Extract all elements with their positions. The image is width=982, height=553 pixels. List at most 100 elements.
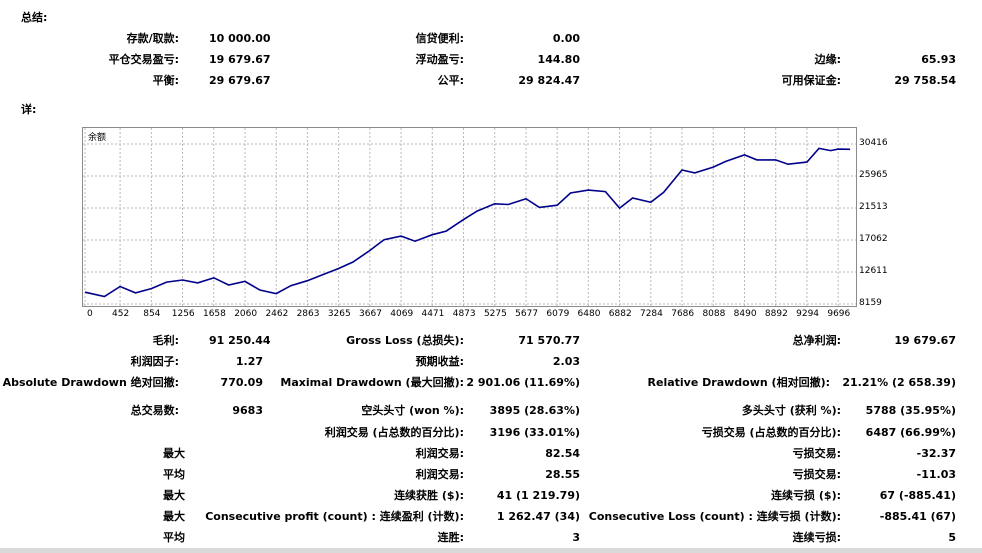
free-margin-label: 可用保证金: bbox=[781, 74, 841, 87]
credit-value: 0.00 bbox=[552, 32, 580, 45]
largest-profit-value: 82.54 bbox=[545, 447, 580, 460]
balance-chart-plot bbox=[83, 128, 856, 306]
avg-loss-label: 亏损交易: bbox=[792, 468, 841, 481]
long-positions-label: 多头头寸 (获利 %): bbox=[741, 404, 841, 417]
x-tick-label: 8892 bbox=[764, 309, 788, 319]
x-tick-label: 4873 bbox=[452, 309, 476, 319]
max-consecutive-losses-value: 67 (-885.41) bbox=[879, 489, 956, 502]
largest-loss-value: -32.37 bbox=[916, 447, 956, 460]
absolute-drawdown-value: 770.09 bbox=[220, 376, 263, 389]
x-tick-label: 854 bbox=[143, 309, 161, 319]
expected-payoff-value: 2.03 bbox=[552, 355, 580, 368]
x-tick-label: 7686 bbox=[671, 309, 695, 319]
largest-profit-label: 利润交易: bbox=[415, 447, 464, 460]
x-tick-label: 6480 bbox=[577, 309, 601, 319]
x-tick-label: 5677 bbox=[515, 309, 539, 319]
x-tick-label: 3667 bbox=[359, 309, 382, 319]
max-consecutive-profit-value: 1 262.47 (34) bbox=[496, 510, 580, 523]
equity-value: 29 824.47 bbox=[518, 74, 580, 87]
total-trades-value: 9683 bbox=[232, 404, 263, 417]
balance-label: 平衡: bbox=[152, 74, 179, 87]
max-consecutive-wins-value: 41 (1 219.79) bbox=[496, 489, 580, 502]
total-trades-label: 总交易数: bbox=[130, 404, 179, 417]
deposit-value: 10 000.00 bbox=[209, 32, 271, 45]
long-positions-value: 5788 (35.95%) bbox=[865, 404, 956, 417]
x-tick-label: 1658 bbox=[202, 309, 226, 319]
max-consecutive-loss-label: Consecutive Loss (count) : 连续亏损 (计数): bbox=[588, 510, 841, 523]
x-tick-label: 2863 bbox=[296, 309, 320, 319]
x-tick-label: 4471 bbox=[421, 309, 445, 319]
gross-profit-value: 91 250.44 bbox=[209, 334, 271, 347]
x-tick-label: 9294 bbox=[796, 309, 820, 319]
margin-value: 65.93 bbox=[921, 53, 956, 66]
maximal-drawdown-value: 2 901.06 (11.69%) bbox=[466, 376, 580, 389]
x-tick-label: 9696 bbox=[827, 309, 851, 319]
largest-loss-label: 亏损交易: bbox=[792, 447, 841, 460]
x-tick-label: 4069 bbox=[390, 309, 414, 319]
short-positions-value: 3895 (28.63%) bbox=[489, 404, 580, 417]
max-consecutive-losses-label: 连续亏损 ($): bbox=[771, 489, 841, 502]
chart-title: 余额 bbox=[88, 133, 107, 143]
balance-chart bbox=[82, 127, 857, 307]
credit-label: 信贷便利: bbox=[415, 32, 464, 45]
avg-consecutive-losses-value: 5 bbox=[948, 531, 956, 544]
short-positions-label: 空头头寸 (won %): bbox=[361, 404, 464, 417]
floating-pl-value: 144.80 bbox=[537, 53, 580, 66]
y-tick-label: 12611 bbox=[859, 265, 888, 276]
free-margin-value: 29 758.54 bbox=[894, 74, 956, 87]
average2-label: 平均 bbox=[163, 531, 185, 544]
x-tick-label: 0 bbox=[87, 309, 93, 319]
summary-heading: 总结: bbox=[21, 11, 48, 24]
bottom-scrollbar[interactable] bbox=[0, 548, 982, 553]
x-tick-label: 8088 bbox=[702, 309, 726, 319]
equity-label: 公平: bbox=[437, 74, 464, 87]
avg-consecutive-losses-label: 连续亏损: bbox=[792, 531, 841, 544]
profit-trades-value: 3196 (33.01%) bbox=[489, 426, 580, 439]
x-tick-label: 1256 bbox=[171, 309, 195, 319]
margin-label: 边缘: bbox=[814, 53, 841, 66]
y-tick-label: 30416 bbox=[859, 138, 888, 148]
x-tick-label: 6079 bbox=[546, 309, 570, 319]
x-tick-label: 6882 bbox=[608, 309, 632, 319]
gross-loss-label: Gross Loss (总损失): bbox=[346, 334, 464, 347]
profit-factor-label: 利润因子: bbox=[130, 355, 179, 368]
gross-profit-label: 毛利: bbox=[152, 334, 179, 347]
avg-loss-value: -11.03 bbox=[916, 468, 956, 481]
net-profit-label: 总净利润: bbox=[792, 334, 841, 347]
closed-pl-value: 19 679.67 bbox=[209, 53, 271, 66]
closed-pl-label: 平仓交易盈亏: bbox=[108, 53, 179, 66]
profit-factor-value: 1.27 bbox=[235, 355, 263, 368]
x-tick-label: 2462 bbox=[265, 309, 289, 319]
max-consecutive-wins-label: 连续获胜 ($): bbox=[394, 489, 464, 502]
maximum-label: 最大 bbox=[163, 489, 185, 502]
x-tick-label: 2060 bbox=[234, 309, 258, 319]
avg-consecutive-wins-label: 连胜: bbox=[437, 531, 464, 544]
balance-series-line bbox=[84, 147, 851, 298]
y-tick-label: 8159 bbox=[859, 298, 882, 308]
expected-payoff-label: 预期收益: bbox=[415, 355, 464, 368]
y-tick-label: 25965 bbox=[859, 169, 888, 180]
avg-consecutive-wins-value: 3 bbox=[572, 531, 580, 544]
details-heading: 详: bbox=[21, 103, 37, 116]
average-label: 平均 bbox=[163, 468, 185, 481]
y-tick-label: 17062 bbox=[859, 233, 888, 244]
balance-value: 29 679.67 bbox=[209, 74, 271, 87]
y-tick-label: 21513 bbox=[859, 202, 888, 212]
floating-pl-label: 浮动盈亏: bbox=[415, 53, 464, 66]
x-tick-label: 452 bbox=[112, 309, 130, 319]
x-tick-label: 5275 bbox=[483, 309, 507, 319]
maximal-drawdown-label: Maximal Drawdown (最大回撤): bbox=[280, 376, 464, 389]
x-tick-label: 3265 bbox=[327, 309, 351, 319]
loss-trades-label: 亏损交易 (占总数的百分比): bbox=[701, 426, 841, 439]
relative-drawdown-label: Relative Drawdown (相对回撤): bbox=[647, 376, 830, 389]
deposit-label: 存款/取款: bbox=[126, 32, 179, 45]
x-tick-label: 8490 bbox=[733, 309, 757, 319]
maximal-label: 最大 bbox=[163, 510, 185, 523]
loss-trades-value: 6487 (66.99%) bbox=[865, 426, 956, 439]
max-consecutive-profit-label: Consecutive profit (count) : 连续盈利 (计数): bbox=[205, 510, 464, 523]
avg-profit-value: 28.55 bbox=[545, 468, 580, 481]
net-profit-value: 19 679.67 bbox=[894, 334, 956, 347]
gross-loss-value: 71 570.77 bbox=[518, 334, 580, 347]
largest-label: 最大 bbox=[163, 447, 185, 460]
relative-drawdown-value: 21.21% (2 658.39) bbox=[842, 376, 956, 389]
